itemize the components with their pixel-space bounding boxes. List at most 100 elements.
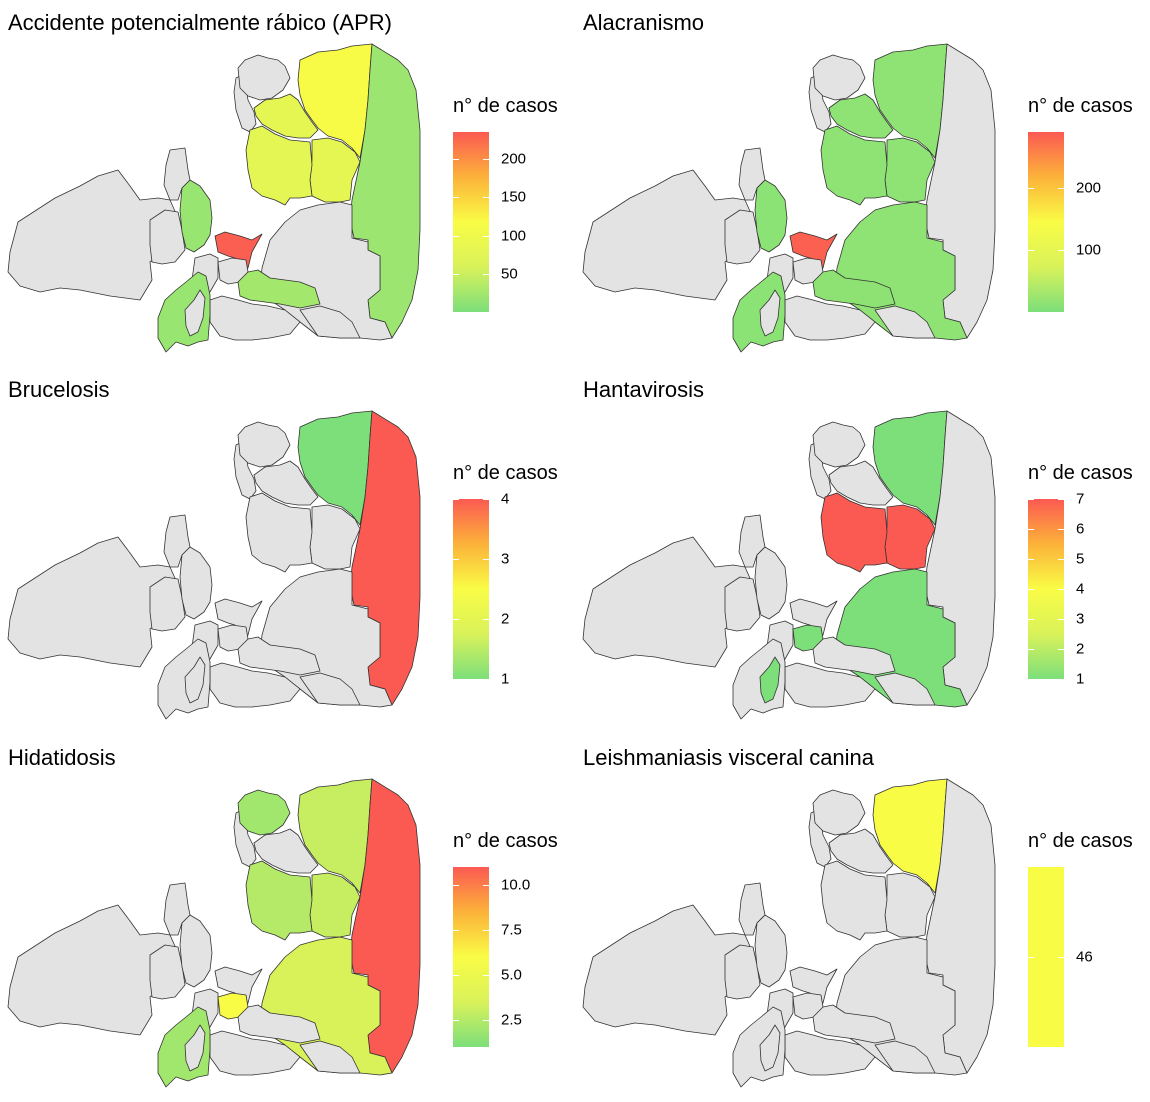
- region-southwest-small: [184, 289, 206, 337]
- legend-tick-label: 4: [501, 490, 510, 508]
- region-northwest-top: [237, 54, 291, 101]
- region-center-left: [149, 576, 186, 632]
- choropleth-map: [582, 778, 996, 1088]
- legend: n° de casos 2.5 5.0 7.5 10.0: [453, 830, 573, 1065]
- legend-tick-label: 2.5: [501, 1011, 522, 1029]
- legend-tick-mark: [453, 197, 459, 199]
- map-panel-2: Alacranismo n° de casos 100 200: [575, 0, 1150, 367]
- legend-tick-mark: [1058, 188, 1064, 190]
- region-center-north: [163, 514, 191, 568]
- map-panel-3: Brucelosis n° de casos 1 2 3 4: [0, 367, 575, 734]
- region-center-left: [724, 576, 761, 632]
- legend-tick-label: 7: [1076, 490, 1085, 508]
- legend-colorbar-fill: [453, 867, 489, 1047]
- region-south-lower: [209, 662, 301, 708]
- legend-tick-mark: [1028, 559, 1034, 560]
- region-north-top: [297, 410, 373, 526]
- legend-tick-mark: [453, 1020, 459, 1021]
- region-west-center: [179, 179, 213, 253]
- region-center-left: [149, 944, 186, 1000]
- legend-tick-mark: [483, 559, 489, 560]
- panel-title: Hidatidosis: [8, 745, 116, 770]
- region-south-right: [874, 672, 936, 706]
- region-south-right: [874, 305, 936, 339]
- region-center: [789, 966, 838, 1008]
- legend-ticks: 1 2 3 4: [453, 491, 573, 688]
- legend-title: n° de casos: [1028, 462, 1133, 484]
- region-north-center: [245, 125, 313, 206]
- region-center-left: [724, 944, 761, 1000]
- legend-colorbar: [1028, 132, 1064, 312]
- region-south-lower: [209, 1030, 301, 1076]
- legend-tick-mark: [1058, 499, 1064, 500]
- region-northwest-top: [812, 789, 866, 836]
- legend-tick-mark: [1058, 957, 1064, 958]
- choropleth-map: [7, 778, 421, 1088]
- legend-tick-label: 200: [501, 150, 527, 168]
- region-northwest-strip: [828, 828, 894, 874]
- panel-title: Alacranismo: [583, 10, 705, 35]
- region-center: [214, 966, 263, 1008]
- legend-tick-label: 5: [1076, 550, 1085, 568]
- legend-tick-mark: [1058, 559, 1064, 560]
- legend-tick-label: 100: [501, 227, 527, 245]
- region-west-center: [754, 546, 788, 620]
- panel-title: Hantavirosis: [583, 377, 705, 402]
- legend-title: n° de casos: [453, 95, 558, 117]
- region-center-left: [724, 209, 761, 265]
- region-northwest-strip: [828, 460, 894, 506]
- region-north-center: [820, 125, 888, 206]
- legend: n° de casos 100 200: [1028, 95, 1148, 330]
- legend-tick-mark: [483, 158, 489, 160]
- region-west-center: [754, 914, 788, 988]
- region-center: [214, 598, 263, 640]
- legend-tick-mark: [483, 975, 489, 976]
- choropleth-map: [582, 43, 996, 353]
- legend-tick-label: 46: [1076, 948, 1093, 966]
- region-south-right: [874, 1040, 936, 1074]
- legend-tick-mark: [453, 930, 459, 931]
- legend-colorbar-fill: [453, 499, 489, 679]
- legend-tick-mark: [453, 274, 459, 276]
- region-center-left: [149, 209, 186, 265]
- legend-tick-label: 1: [1076, 670, 1085, 688]
- legend-colorbar: [453, 499, 489, 679]
- legend-tick-label: 10.0: [501, 876, 531, 894]
- map-panel-6: Leishmaniasis visceral canina n° de caso…: [575, 735, 1150, 1102]
- legend-tick-mark: [1058, 589, 1064, 590]
- legend: n° de casos 1 2 3 4: [453, 462, 573, 697]
- map-panel-1: Accidente potencialmente rábico (APR) n°…: [0, 0, 575, 367]
- region-west-center: [179, 914, 213, 988]
- legend-tick-mark: [1028, 589, 1034, 590]
- region-center-north: [163, 147, 191, 201]
- legend-tick-label: 50: [501, 265, 518, 283]
- legend-colorbar: [453, 132, 489, 312]
- region-south-right: [299, 672, 361, 706]
- legend-tick-mark: [453, 975, 459, 976]
- legend-tick-label: 2: [1076, 640, 1085, 658]
- region-center: [789, 231, 838, 273]
- legend-tick-mark: [1028, 679, 1034, 680]
- legend-tick-mark: [1028, 499, 1034, 500]
- legend-tick-mark: [453, 679, 459, 680]
- legend-ticks: 2.5 5.0 7.5 10.0: [453, 867, 573, 1047]
- region-north-center: [820, 492, 888, 573]
- legend-title: n° de casos: [453, 830, 558, 852]
- region-northwest-top: [812, 54, 866, 101]
- legend-ticks: 100 200: [1028, 132, 1148, 312]
- legend-tick-label: 3: [501, 550, 510, 568]
- legend-tick-mark: [483, 499, 489, 500]
- legend-tick-mark: [453, 885, 459, 886]
- region-center-north: [738, 882, 766, 936]
- region-southwest-small: [184, 1024, 206, 1072]
- legend-colorbar-fill: [1028, 132, 1064, 312]
- legend: n° de casos 1 2 3 4 5 6 7: [1028, 462, 1148, 697]
- region-north-center: [245, 492, 313, 573]
- region-center-north: [738, 514, 766, 568]
- legend-tick-mark: [1058, 250, 1064, 252]
- choropleth-map: [7, 43, 421, 353]
- legend-tick-label: 7.5: [501, 921, 522, 939]
- legend-tick-mark: [483, 930, 489, 931]
- legend-tick-mark: [1058, 679, 1064, 680]
- region-south-center: [237, 636, 321, 676]
